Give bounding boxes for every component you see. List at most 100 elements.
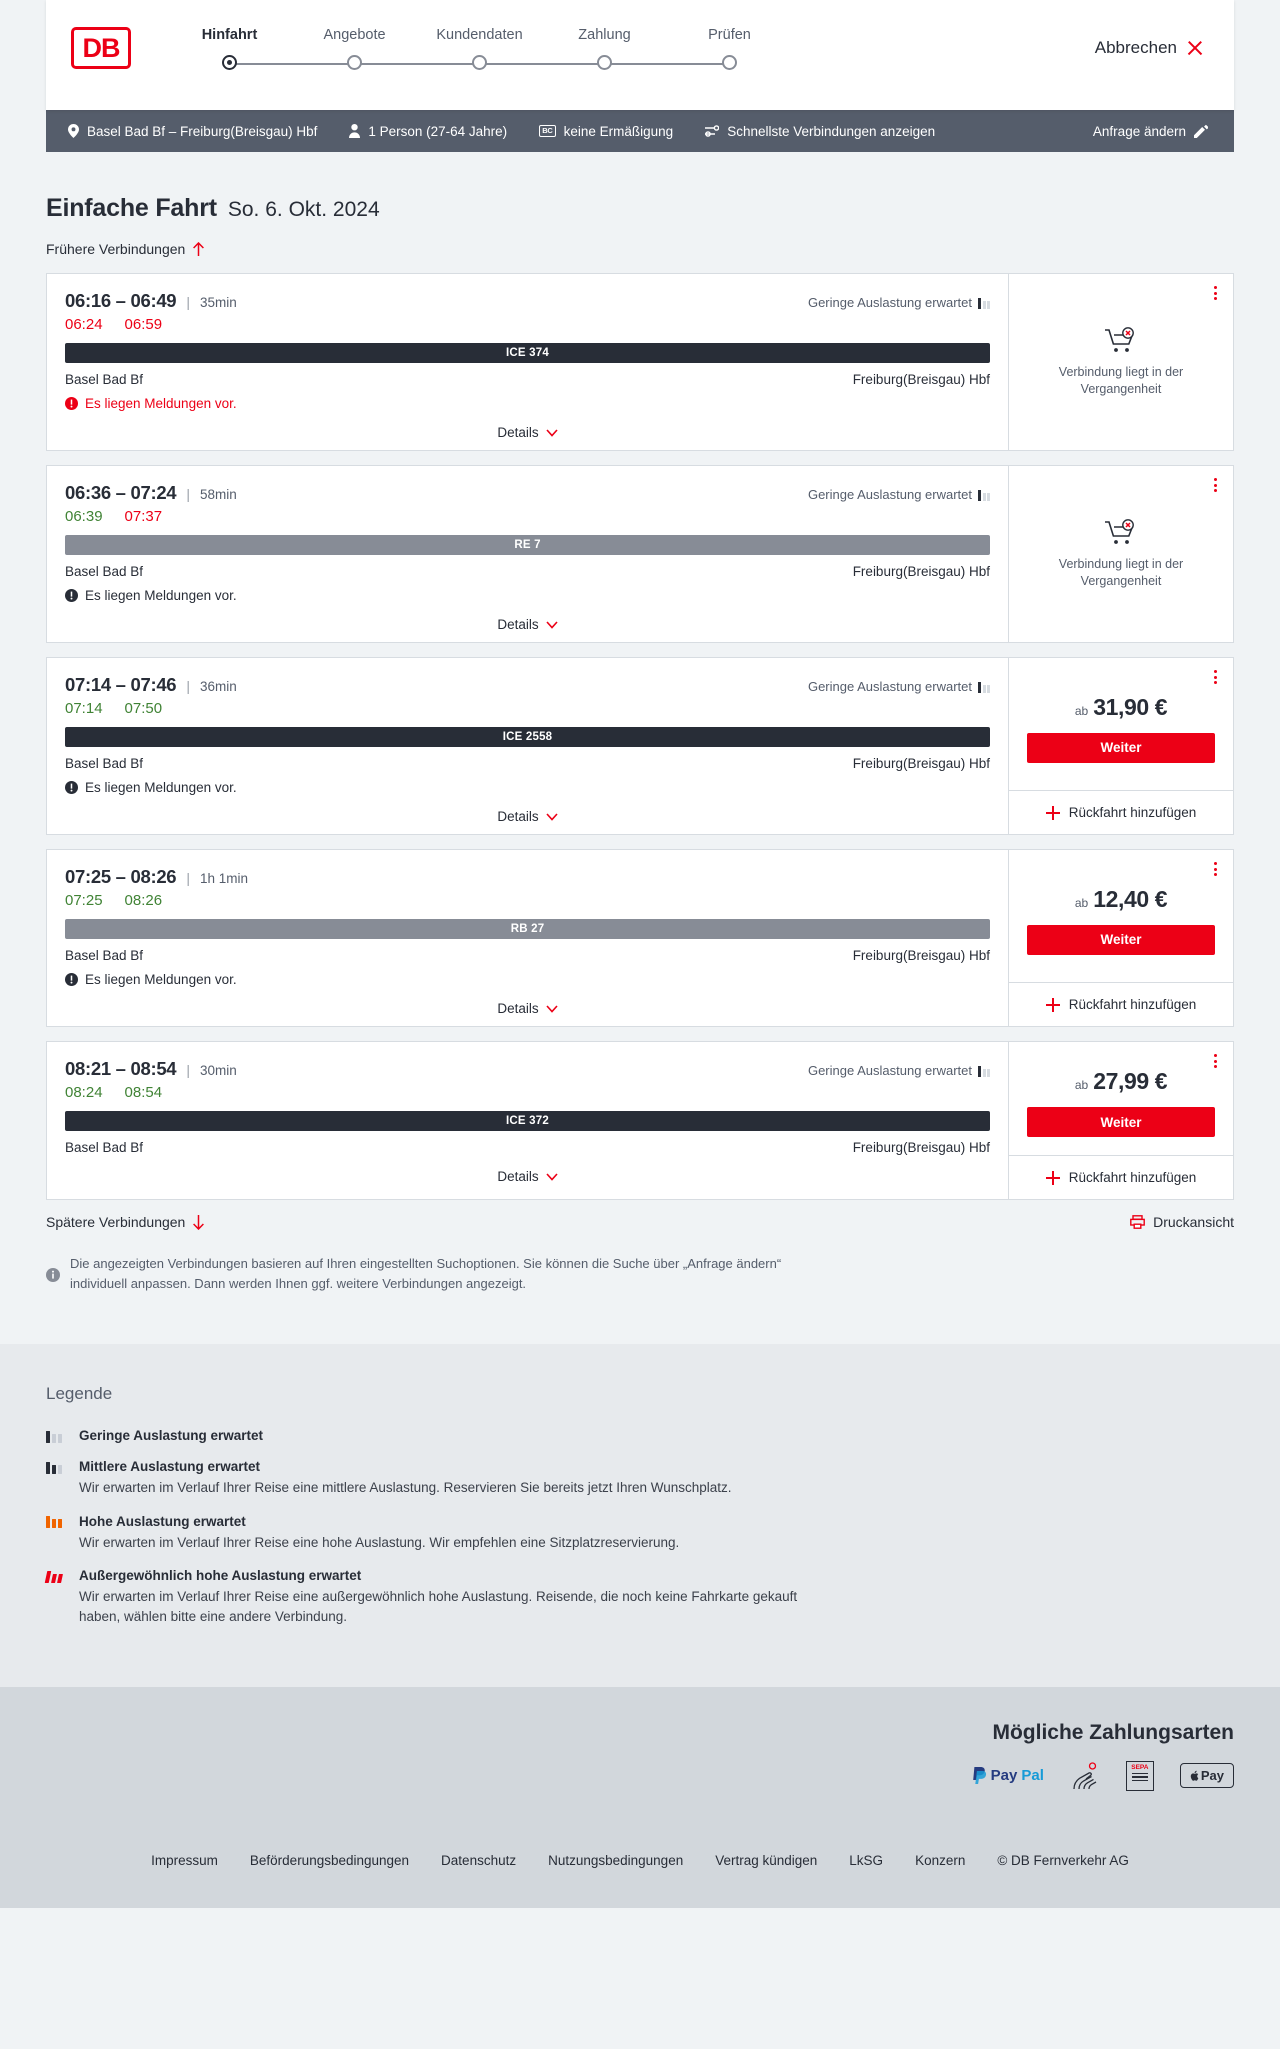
scheduled-time-row: 08:21 – 08:54 | 30min Geringe Auslastung er…	[65, 1058, 990, 1080]
close-icon	[1186, 39, 1204, 57]
actual-time-row: 06:39 07:37	[65, 508, 990, 525]
print-view-button[interactable]: Druckansicht	[1130, 1214, 1234, 1230]
time-separator: |	[186, 678, 190, 694]
connection-notice[interactable]: Es liegen Meldungen vor.	[65, 588, 990, 603]
occupancy-level-icon	[46, 1460, 67, 1474]
step-label: Angebote	[323, 27, 386, 43]
search-info-note: Die angezeigten Verbindungen basieren au…	[46, 1254, 816, 1294]
footer-link[interactable]: LkSG	[849, 1852, 884, 1868]
footer-link[interactable]: Nutzungsbedingungen	[548, 1852, 684, 1868]
connection-details: 06:16 – 06:49 | 35min Geringe Auslastung er…	[47, 274, 1008, 450]
more-options-button[interactable]	[1212, 1052, 1219, 1070]
actual-arrival: 06:59	[124, 316, 163, 333]
past-connection-label: Verbindung liegt in der Vergangenheit	[1058, 556, 1184, 588]
connection-notice[interactable]: Es liegen Meldungen vor.	[65, 780, 990, 795]
occupancy-indicator: Geringe Auslastung erwartet	[808, 679, 990, 694]
connection-notice-label: Es liegen Meldungen vor.	[85, 780, 237, 795]
more-options-button[interactable]	[1212, 668, 1219, 686]
paypal-label-pay: Pay	[990, 1767, 1018, 1785]
passenger-summary[interactable]: 1 Person (27-64 Jahre)	[349, 124, 507, 139]
cancel-button[interactable]: Abbrechen	[1095, 38, 1204, 58]
step-connector	[354, 63, 480, 65]
more-options-button[interactable]	[1212, 860, 1219, 878]
actual-arrival: 07:50	[124, 700, 163, 717]
add-return-trip-button[interactable]: Rückfahrt hinzufügen	[1009, 982, 1233, 1026]
footer-link[interactable]: Beförderungsbedingungen	[249, 1852, 410, 1868]
destination-station: Freiburg(Breisgau) Hbf	[852, 1140, 990, 1155]
chevron-down-icon	[546, 1004, 558, 1013]
alert-icon	[65, 973, 78, 986]
connection-notice-label: Es liegen Meldungen vor.	[85, 396, 237, 411]
price-block: ab 12,40 € Weiter	[1009, 850, 1233, 982]
actual-departure: 07:14	[65, 700, 103, 717]
plus-icon	[1045, 1170, 1060, 1185]
details-toggle[interactable]: Details	[65, 1001, 990, 1016]
connection-details: 07:25 – 08:26 | 1h 1min 07:25 08:26 RB 27 Base…	[47, 850, 1008, 1026]
train-badge[interactable]: ICE 372	[65, 1111, 990, 1131]
details-label: Details	[497, 425, 539, 440]
connection-offer-panel: Verbindung liegt in der Vergangenheit	[1008, 466, 1233, 642]
connection-offer-panel: ab 27,99 € Weiter Rückfahrt hinzufügen	[1008, 1042, 1233, 1199]
footer-link[interactable]: Datenschutz	[441, 1852, 517, 1868]
add-return-trip-button[interactable]: Rückfahrt hinzufügen	[1009, 790, 1233, 834]
discount-summary[interactable]: BC keine Ermäßigung	[539, 124, 673, 139]
alert-icon	[65, 781, 78, 794]
change-request-button[interactable]: Anfrage ändern	[1093, 124, 1208, 139]
price-line: ab 27,99 €	[1074, 1068, 1168, 1095]
payment-methods: Pay Pal SEPA Pay	[46, 1760, 1234, 1823]
connection-card: 08:21 – 08:54 | 30min Geringe Auslastung er…	[46, 1041, 1234, 1200]
train-badge[interactable]: ICE 374	[65, 343, 990, 363]
earlier-connections-label: Frühere Verbindungen	[46, 241, 186, 257]
price-prefix: ab	[1074, 1078, 1089, 1092]
step-hinfahrt[interactable]: Hinfahrt	[167, 27, 355, 73]
footer-link[interactable]: Konzern	[915, 1852, 966, 1868]
actual-departure: 06:39	[65, 508, 103, 525]
earlier-connections-button[interactable]: Frühere Verbindungen	[46, 241, 205, 257]
footer-link[interactable]: Vertrag kündigen	[715, 1852, 818, 1868]
time-separator: |	[186, 870, 190, 886]
more-options-button[interactable]	[1212, 284, 1219, 302]
later-connections-button[interactable]: Spätere Verbindungen	[46, 1214, 205, 1230]
price-prefix: ab	[1074, 895, 1089, 910]
step-label: Zahlung	[578, 27, 631, 43]
scheduled-time-row: 06:36 – 07:24 | 58min Geringe Auslastung er…	[65, 482, 990, 504]
more-options-button[interactable]	[1212, 476, 1219, 494]
continue-button[interactable]: Weiter	[1027, 1107, 1215, 1137]
details-toggle[interactable]: Details	[65, 1169, 990, 1184]
train-badge[interactable]: RE 7	[65, 535, 990, 555]
actual-departure: 08:24	[65, 1084, 103, 1101]
legend-item: Geringe Auslastung erwartet	[46, 1428, 1234, 1443]
add-return-trip-button[interactable]: Rückfahrt hinzufügen	[1009, 1155, 1233, 1199]
occupancy-label: Geringe Auslastung erwartet	[807, 487, 972, 502]
continue-button[interactable]: Weiter	[1027, 732, 1215, 763]
arrow-down-icon	[192, 1214, 205, 1230]
sort-summary[interactable]: Schnellste Verbindungen anzeigen	[705, 124, 935, 139]
route-summary[interactable]: Basel Bad Bf – Freiburg(Breisgau) Hbf	[68, 124, 317, 139]
footer-link[interactable]: Impressum	[151, 1852, 218, 1868]
step-zahlung[interactable]: Zahlung	[542, 27, 730, 73]
legend-head: Mittlere Auslastung erwartet	[46, 1459, 1234, 1474]
details-toggle[interactable]: Details	[65, 425, 990, 440]
printer-icon	[1130, 1215, 1145, 1229]
details-toggle[interactable]: Details	[65, 617, 990, 632]
chevron-down-icon	[546, 620, 558, 629]
details-toggle[interactable]: Details	[65, 809, 990, 824]
origin-station: Basel Bad Bf	[65, 1140, 144, 1155]
connection-notice-label: Es liegen Meldungen vor.	[85, 588, 237, 603]
sepa-label: SEPA	[1131, 1763, 1149, 1771]
step-angebote[interactable]: Angebote	[292, 27, 480, 73]
continue-button[interactable]: Weiter	[1027, 924, 1215, 955]
route-label: Basel Bad Bf – Freiburg(Breisgau) Hbf	[87, 123, 318, 139]
scheduled-time-row: 07:14 – 07:46 | 36min Geringe Auslastung er…	[65, 674, 990, 696]
train-badge[interactable]: RB 27	[65, 919, 990, 939]
train-badge[interactable]: ICE 2558	[65, 727, 990, 747]
price-block: ab 31,90 € Weiter	[1009, 658, 1233, 790]
step-prüfen[interactable]: Prüfen	[667, 27, 792, 73]
legend-name: Mittlere Auslastung erwartet	[79, 1459, 261, 1475]
origin-station: Basel Bad Bf	[65, 756, 144, 771]
connection-notice[interactable]: Es liegen Meldungen vor.	[65, 396, 990, 411]
step-kundendaten[interactable]: Kundendaten	[417, 27, 605, 73]
cart-unavailable-icon	[1104, 518, 1138, 556]
connection-notice[interactable]: Es liegen Meldungen vor.	[65, 972, 990, 987]
step-dot-row	[167, 55, 355, 73]
